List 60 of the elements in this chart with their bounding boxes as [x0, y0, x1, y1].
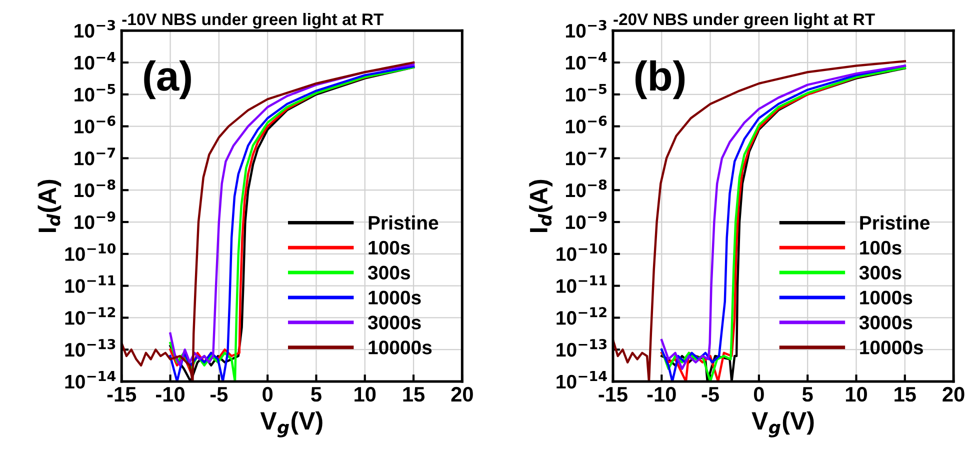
legend-label: Pristine [368, 215, 438, 230]
x-axis-title: V$_{g}$(V) [260, 411, 322, 438]
x-tick-label: 0 [754, 386, 764, 402]
y-tick-label: 10$^{−12}$ [556, 307, 606, 325]
y-tick-label: 10$^{−11}$ [65, 275, 116, 293]
y-tick-label: 10$^{−7}$ [566, 148, 606, 166]
y-tick-label: 10$^{−3}$ [566, 20, 606, 38]
y-tick-label: 10$^{−8}$ [566, 179, 607, 198]
x-tick-label: 10 [846, 386, 867, 402]
x-tick-label: 10 [354, 386, 376, 402]
legend-label: 1000s [860, 290, 912, 304]
legend-label: 10000s [860, 340, 923, 354]
y-tick-label: 10$^{−10}$ [65, 243, 116, 261]
x-tick-label: 20 [451, 386, 473, 402]
legend-label: 100s [860, 240, 902, 255]
legend-label: 10000s [368, 340, 432, 354]
y-tick-label: 10$^{−10}$ [556, 243, 607, 261]
x-tick-label: 5 [311, 387, 322, 402]
legend-label: 3000s [368, 316, 421, 330]
legend-label: 1000s [368, 290, 421, 304]
legend-label: 300s [859, 266, 902, 280]
y-tick-label: 10$^{−4}$ [566, 52, 607, 70]
legend-label: 100s [368, 240, 410, 255]
y-tick-label: 10$^{−11}$ [556, 275, 607, 293]
y-tick-label: 10$^{−8}$ [74, 179, 116, 198]
x-tick-label: 5 [802, 387, 813, 402]
y-tick-label: 10$^{−3}$ [74, 20, 116, 38]
y-tick-label: 10$^{−13}$ [65, 338, 116, 357]
x-tick-label: -10 [156, 386, 184, 402]
y-tick-label: 10$^{−12}$ [65, 307, 116, 325]
chart-title: -20V NBS under green light at RT [614, 12, 875, 29]
y-tick-label: 10$^{−14}$ [556, 371, 607, 389]
x-tick-label: -10 [647, 386, 676, 402]
x-tick-label: 20 [942, 386, 964, 402]
chart-title: -10V NBS under green light at RT [122, 12, 384, 29]
x-tick-label: 0 [262, 386, 273, 402]
y-tick-label: 10$^{−5}$ [74, 84, 116, 102]
legend-label: 300s [368, 266, 410, 280]
y-axis-title: I$_{d}$(A) [529, 180, 552, 232]
y-tick-label: 10$^{−9}$ [74, 211, 116, 230]
annotation: (a) [144, 60, 191, 100]
x-tick-label: -15 [107, 387, 136, 402]
x-tick-label: -5 [702, 387, 719, 402]
x-tick-label: -15 [598, 387, 628, 402]
legend-label: 3000s [859, 316, 912, 330]
legend-label: Pristine [860, 215, 930, 230]
y-tick-label: 10$^{−4}$ [74, 52, 116, 70]
x-tick-label: 15 [894, 387, 916, 402]
annotation: (b) [636, 60, 685, 100]
x-tick-label: -5 [210, 387, 228, 402]
x-axis-title: V$_{g}$(V) [752, 411, 814, 438]
y-tick-label: 10$^{−7}$ [74, 148, 116, 166]
y-axis-title: I$_{d}$(A) [38, 180, 62, 232]
y-tick-label: 10$^{−14}$ [65, 371, 116, 389]
y-tick-label: 10$^{−13}$ [556, 338, 607, 357]
x-tick-label: 15 [403, 387, 425, 402]
y-tick-label: 10$^{−5}$ [566, 84, 607, 102]
y-tick-label: 10$^{−9}$ [566, 211, 607, 230]
y-tick-label: 10$^{−6}$ [566, 116, 607, 134]
y-tick-label: 10$^{−6}$ [74, 116, 116, 134]
